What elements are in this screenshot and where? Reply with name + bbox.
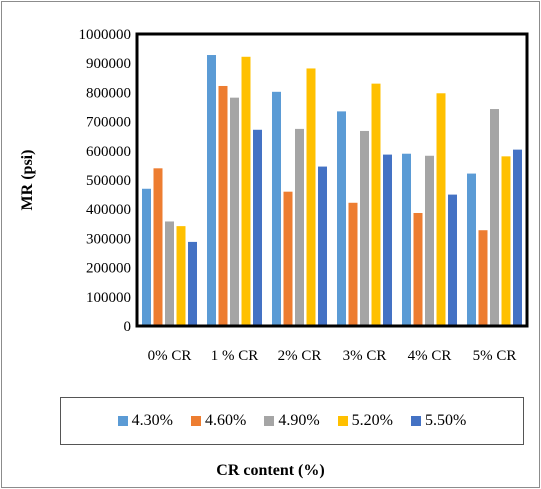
bar: [272, 91, 281, 326]
legend-label: 4.30%: [131, 412, 173, 429]
x-tick-label: 1 % CR: [211, 348, 259, 364]
bar: [318, 166, 327, 326]
legend: 4.30% 4.60% 4.90% 5.20% 5.50%: [60, 397, 524, 445]
y-tick-label: 200000: [86, 261, 131, 277]
bar: [165, 221, 174, 326]
bar: [207, 55, 216, 327]
bar: [306, 68, 316, 327]
y-tick-label: 300000: [86, 231, 131, 247]
bar: [383, 154, 392, 326]
y-tick-label: 100000: [86, 290, 131, 306]
legend-item: 4.60%: [191, 412, 246, 430]
legend-item: 5.20%: [337, 412, 393, 430]
bar: [295, 128, 304, 326]
bar: [337, 111, 346, 326]
y-tick-label: 900000: [86, 56, 131, 72]
bar: [253, 129, 262, 326]
y-tick-label: 400000: [86, 202, 131, 218]
bar: [188, 241, 197, 326]
bar: [501, 156, 511, 326]
x-tick-label: 2% CR: [278, 348, 322, 364]
y-tick-label: 0: [124, 319, 132, 335]
plot-area-border: [135, 32, 529, 328]
bar: [413, 212, 423, 326]
y-axis-ticks: 0 100000 200000 300000 400000 500000 600000 700…: [79, 27, 132, 335]
y-tick-label: 600000: [86, 144, 131, 160]
x-tick-label: 0% CR: [148, 348, 192, 364]
legend-item: 4.90%: [264, 412, 320, 430]
legend-swatch: [191, 416, 201, 426]
chart-plot: 0 100000 200000 300000 400000 500000 600000 700…: [19, 27, 529, 364]
x-axis-ticks: 0% CR 1 % CR 2% CR 3% CR 4% CR 5% CR: [148, 348, 517, 364]
bar: [283, 191, 293, 326]
bar: [467, 173, 476, 326]
bar: [490, 109, 499, 326]
legend-swatch: [264, 416, 275, 426]
bars: [142, 55, 522, 327]
bar: [230, 97, 239, 326]
bar: [425, 155, 434, 326]
legend-swatch: [117, 416, 128, 426]
bar: [478, 230, 488, 326]
x-tick-label: 5% CR: [473, 348, 517, 364]
legend-item: 4.30%: [117, 412, 173, 430]
x-axis-label: CR content (%): [216, 462, 325, 479]
legend-label: 5.50%: [424, 412, 467, 429]
legend-label: 5.20%: [351, 412, 393, 429]
bar: [371, 83, 381, 326]
y-tick-label: 1000000: [79, 27, 132, 43]
y-tick-label: 500000: [86, 173, 131, 189]
y-tick-label: 700000: [86, 115, 131, 131]
bar: [218, 85, 228, 326]
legend-label: 4.60%: [205, 412, 247, 429]
bar: [348, 202, 358, 326]
x-tick-label: 3% CR: [343, 348, 387, 364]
x-tick-label: 4% CR: [408, 348, 452, 364]
legend-label: 4.90%: [278, 412, 320, 429]
y-tick-label: 800000: [86, 85, 131, 101]
legend-swatch: [337, 416, 348, 426]
y-axis-label: MR (psi): [19, 150, 36, 211]
bar: [176, 226, 186, 326]
bar: [360, 130, 369, 326]
bar: [513, 149, 522, 326]
bar: [142, 188, 151, 326]
bar: [436, 93, 446, 326]
bar: [448, 194, 457, 326]
bar: [402, 153, 411, 326]
bar: [241, 56, 251, 326]
legend-item: 5.50%: [410, 412, 467, 430]
legend-swatch: [410, 416, 421, 426]
bar: [153, 168, 163, 326]
